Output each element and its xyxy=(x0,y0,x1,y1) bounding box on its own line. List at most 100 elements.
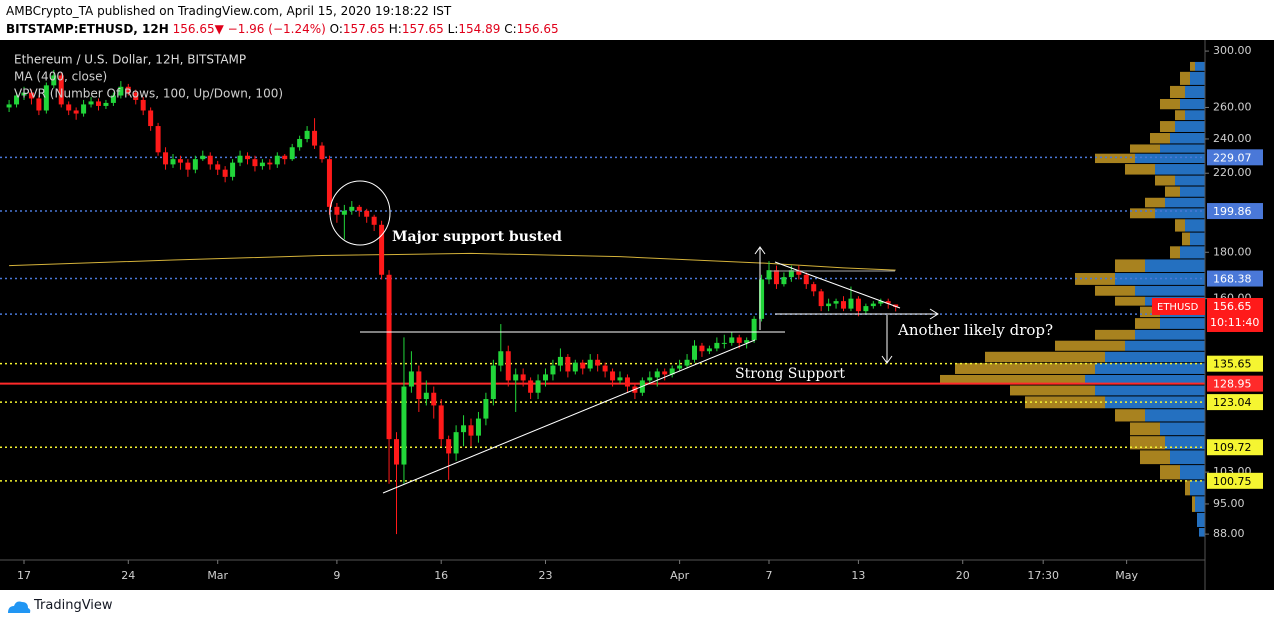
body xyxy=(394,439,400,465)
vp-down xyxy=(1145,197,1165,208)
legend-entry: MA (400, close) xyxy=(14,70,107,84)
level-tag xyxy=(1207,149,1263,166)
body xyxy=(647,377,653,381)
x-tick-label: 9 xyxy=(333,569,340,582)
y-tick-label: 260.00 xyxy=(1213,100,1252,113)
body xyxy=(572,362,578,372)
body xyxy=(550,365,556,375)
vp-down xyxy=(955,363,1095,374)
legend-entry: VPVR (Number Of Rows, 100, Up/Down, 100) xyxy=(14,87,283,101)
change: −1.96 (−1.24%) xyxy=(227,22,326,36)
body xyxy=(237,155,243,163)
vp-up xyxy=(1095,363,1205,374)
body xyxy=(796,270,802,275)
moving-average xyxy=(9,252,896,271)
annotation: Strong Support xyxy=(735,366,845,382)
arrow: ▼ xyxy=(214,22,224,36)
vp-up xyxy=(1190,71,1205,85)
axes: 300.00260.00240.00220.00180.00160.00103.… xyxy=(17,44,1263,582)
last-symbol: ETHUSD xyxy=(1157,302,1199,313)
legend-entry: Ethereum / U.S. Dollar, 12H, BITSTAMP xyxy=(14,53,246,67)
body xyxy=(714,342,720,349)
body xyxy=(662,371,668,375)
vp-down xyxy=(1095,329,1135,340)
body xyxy=(788,270,794,278)
body xyxy=(677,365,683,369)
drawings xyxy=(329,180,939,494)
vp-up xyxy=(1185,110,1205,121)
vp-up xyxy=(1095,385,1205,396)
y-tick-label: 88.00 xyxy=(1213,527,1245,540)
body xyxy=(163,152,169,165)
x-tick-label: 7 xyxy=(766,569,773,582)
body xyxy=(341,210,347,215)
body xyxy=(185,162,191,170)
body xyxy=(751,318,757,341)
vp-up xyxy=(1145,409,1205,422)
body xyxy=(14,95,20,105)
body xyxy=(282,155,288,160)
x-tick-label: May xyxy=(1115,569,1138,582)
body xyxy=(870,303,876,307)
body xyxy=(766,270,772,280)
vp-up xyxy=(1180,186,1205,197)
vp-up xyxy=(1160,318,1205,329)
body xyxy=(58,75,64,105)
body xyxy=(118,86,124,96)
body xyxy=(736,337,742,343)
level-label: 168.38 xyxy=(1213,273,1252,286)
vp-down xyxy=(1185,480,1190,496)
vp-up xyxy=(1155,164,1205,175)
vp-down xyxy=(1170,85,1185,99)
vp-down xyxy=(1125,164,1155,175)
legend: Ethereum / U.S. Dollar, 12H, BITSTAMP MA… xyxy=(14,53,283,101)
body xyxy=(811,284,817,292)
logo xyxy=(8,601,31,613)
level-label: 199.86 xyxy=(1213,205,1252,218)
background xyxy=(0,40,1274,590)
body xyxy=(528,380,534,393)
vp-up xyxy=(1185,219,1205,232)
body xyxy=(103,102,109,106)
vp-up xyxy=(1135,153,1205,164)
body xyxy=(468,425,474,436)
body xyxy=(423,392,429,400)
body xyxy=(699,345,705,352)
vp-down xyxy=(1175,110,1185,121)
body xyxy=(21,92,27,96)
vp-down xyxy=(1010,385,1095,396)
vp-down xyxy=(985,351,1105,363)
chart: Major support busted Another likely drop… xyxy=(0,40,1274,590)
ma-line xyxy=(9,252,896,271)
level-label: 135.65 xyxy=(1213,358,1252,371)
vp-up xyxy=(1190,232,1205,246)
vp-up xyxy=(1180,465,1205,480)
body xyxy=(818,291,824,307)
annotations: Major support busted Another likely drop… xyxy=(392,229,1053,382)
level-tag xyxy=(1207,270,1263,287)
body xyxy=(334,206,340,215)
body xyxy=(274,155,280,165)
body xyxy=(513,374,519,381)
vp-down xyxy=(1115,296,1145,306)
body xyxy=(438,405,444,440)
body xyxy=(759,279,765,319)
vp-down xyxy=(1160,99,1180,110)
symbol: BITSTAMP:ETHUSD, 12H xyxy=(6,22,169,36)
vp-down xyxy=(1130,422,1160,436)
vp-down xyxy=(1160,121,1175,133)
body xyxy=(125,86,131,93)
arrow-head xyxy=(881,355,893,364)
vp-down xyxy=(1165,186,1180,197)
trendline xyxy=(774,261,901,309)
body xyxy=(140,99,146,111)
vp-down xyxy=(1130,208,1155,219)
vp-up xyxy=(1160,422,1205,436)
vp-down xyxy=(1160,465,1180,480)
vp-down xyxy=(1170,246,1180,259)
vp-down xyxy=(1135,318,1160,329)
vp-up xyxy=(1135,285,1205,296)
body xyxy=(267,162,273,165)
body xyxy=(826,303,832,307)
